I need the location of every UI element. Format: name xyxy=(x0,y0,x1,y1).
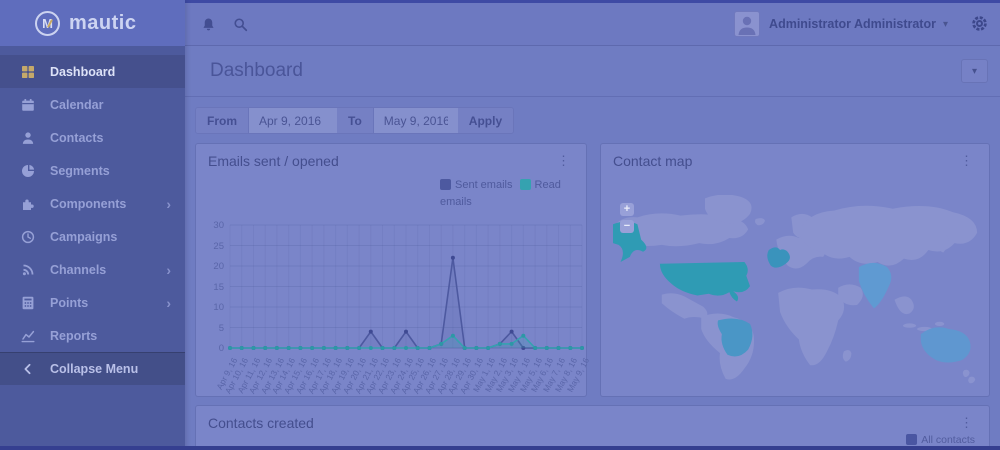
window-bottom-strip xyxy=(0,446,1000,450)
topbar: Administrator Administrator ▾ xyxy=(185,3,1000,46)
apply-button[interactable]: Apply xyxy=(457,108,514,133)
sidebar-item-label: Contacts xyxy=(50,130,104,145)
sidebar-item-label: Calendar xyxy=(50,97,104,112)
sent-emails-legend-label: Sent emails xyxy=(455,179,513,191)
sidebar-item-label: Collapse Menu xyxy=(50,362,139,376)
sidebar-item-label: Campaigns xyxy=(50,229,118,244)
emails-panel: Emails sent / opened ⋮ Sent emails Read … xyxy=(195,143,591,397)
y-tick-label: 20 xyxy=(213,261,224,272)
sent-emails-legend-swatch xyxy=(440,179,451,190)
date-from-input[interactable] xyxy=(249,108,337,133)
puzzle-icon xyxy=(20,196,35,211)
date-range-filter: From To Apply xyxy=(195,107,515,134)
y-tick-label: 25 xyxy=(213,240,224,252)
sidebar-item-label: Segments xyxy=(50,163,110,178)
brand-logo[interactable]: M mautic xyxy=(0,0,185,46)
sidebar-item-contacts[interactable]: Contacts xyxy=(0,121,185,154)
caret-down-icon[interactable]: ▾ xyxy=(942,18,948,30)
date-to-label: To xyxy=(337,108,374,133)
sidebar-nav: Dashboard Calendar Contacts Segments Com… xyxy=(0,46,185,385)
search-icon[interactable] xyxy=(230,14,250,34)
sidebar-item-reports[interactable]: Reports xyxy=(0,319,185,352)
contacts-created-panel: Contacts created ⋮ All contacts xyxy=(195,405,990,450)
map-country-usa xyxy=(659,262,751,302)
ellipsis-menu-icon[interactable]: ⋮ xyxy=(960,153,973,168)
chevron-right-icon: › xyxy=(166,261,171,278)
user-avatar[interactable] xyxy=(734,11,761,37)
sidebar-item-label: Channels xyxy=(50,262,107,277)
all-contacts-legend-label: All contacts xyxy=(921,434,975,446)
map-zoom-in-button[interactable]: + xyxy=(620,203,634,216)
all-contacts-legend-swatch xyxy=(906,434,918,445)
window-top-strip xyxy=(185,0,1000,3)
email-chart-plot[interactable] xyxy=(228,224,584,350)
contacts-chart-legend: All contacts xyxy=(906,434,975,446)
mautic-logo-icon: M xyxy=(35,10,60,36)
read-emails-legend-label: Read emails xyxy=(440,179,561,208)
content: From To Apply Emails sent / opened ⋮ Sen… xyxy=(185,97,1000,450)
chevron-right-icon: › xyxy=(166,294,171,311)
settings-gear-icon[interactable] xyxy=(970,14,990,34)
dashboard-options-dropdown-button[interactable]: ▾ xyxy=(961,59,988,83)
line-chart-icon xyxy=(20,328,35,343)
date-from-label: From xyxy=(196,108,249,133)
sidebar-item-points[interactable]: Points › xyxy=(0,286,185,319)
rss-icon xyxy=(20,262,35,277)
sidebar-item-label: Points xyxy=(50,295,89,310)
emails-panel-title: Emails sent / opened xyxy=(208,153,339,169)
map-country-europe-highlight xyxy=(767,247,790,268)
chevron-right-icon: › xyxy=(166,195,171,212)
y-tick-label: 15 xyxy=(213,281,224,293)
main-area: Administrator Administrator ▾ Dashboard … xyxy=(185,0,1000,450)
sidebar-collapse-menu[interactable]: Collapse Menu xyxy=(0,352,185,385)
read-emails-legend-swatch xyxy=(519,179,531,190)
contact-map-panel: Contact map ⋮ + − xyxy=(600,143,990,397)
sidebar-item-components[interactable]: Components › xyxy=(0,187,185,220)
y-tick-label: 0 xyxy=(218,343,224,354)
email-chart-xaxis: Apr 9, 16 Apr 10, 16 Apr 11, 16 Apr 12, 16 A… xyxy=(214,353,591,411)
chevron-left-icon xyxy=(20,362,35,377)
ellipsis-menu-icon[interactable]: ⋮ xyxy=(960,415,973,430)
chart-legend: Sent emails Read emails xyxy=(440,177,572,211)
calendar-icon xyxy=(20,97,35,112)
map-zoom-controls: + − xyxy=(620,203,634,237)
sidebar-item-campaigns[interactable]: Campaigns xyxy=(0,220,185,253)
world-map[interactable] xyxy=(613,195,979,384)
sidebar-item-label: Components xyxy=(50,196,127,211)
sidebar-item-segments[interactable]: Segments xyxy=(0,154,185,187)
brand-name: mautic xyxy=(69,11,137,34)
caret-down-icon: ▾ xyxy=(971,65,978,77)
y-tick-label: 30 xyxy=(213,220,224,231)
date-to-input[interactable] xyxy=(373,108,458,133)
sidebar-item-channels[interactable]: Channels › xyxy=(0,253,185,286)
map-country-brazil xyxy=(717,318,753,357)
grid-icon xyxy=(20,64,35,79)
email-chart-yaxis: 0 5 10 15 20 25 30 xyxy=(208,220,230,354)
sidebar-item-label: Dashboard xyxy=(50,64,116,79)
calculator-icon xyxy=(20,295,35,310)
map-country-india xyxy=(858,262,892,309)
page-header: Dashboard ▾ xyxy=(185,46,1000,97)
contacts-panel-title: Contacts created xyxy=(208,415,314,431)
sidebar-item-dashboard[interactable]: Dashboard xyxy=(0,55,185,88)
clock-icon xyxy=(20,229,35,244)
map-zoom-out-button[interactable]: − xyxy=(620,220,634,233)
y-tick-label: 10 xyxy=(213,302,224,313)
sidebar-item-label: Reports xyxy=(50,328,98,343)
map-panel-title: Contact map xyxy=(613,153,693,169)
user-menu[interactable]: Administrator Administrator xyxy=(769,17,936,31)
page-title: Dashboard xyxy=(210,60,303,81)
sidebar: M mautic Dashboard Calendar Contacts Seg… xyxy=(0,0,185,450)
user-icon xyxy=(20,130,35,145)
pie-chart-icon xyxy=(20,163,35,178)
y-tick-label: 5 xyxy=(218,322,224,334)
ellipsis-menu-icon[interactable]: ⋮ xyxy=(557,153,570,168)
map-country-australia xyxy=(920,327,971,363)
notifications-bell-icon[interactable] xyxy=(198,14,218,34)
sidebar-item-calendar[interactable]: Calendar xyxy=(0,88,185,121)
